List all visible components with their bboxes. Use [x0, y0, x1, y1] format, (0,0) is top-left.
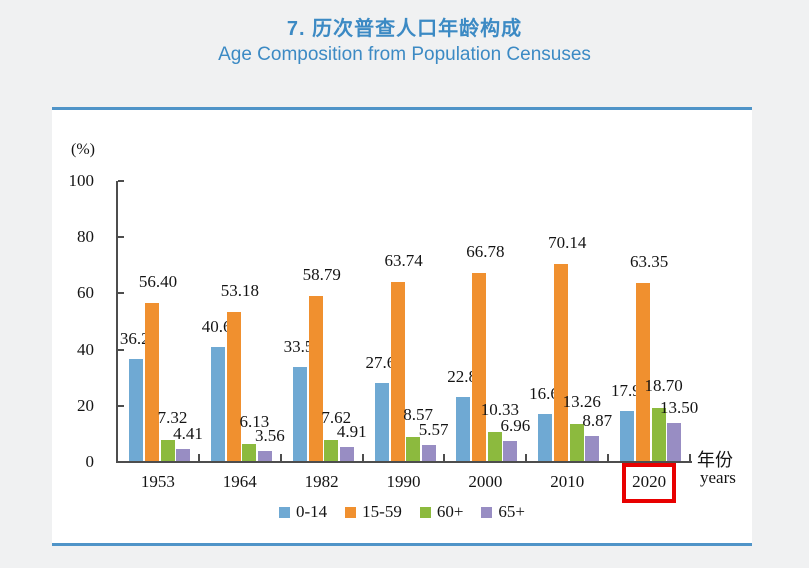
bar-15-59-1953: [145, 302, 159, 461]
bar-0-14-2000: [456, 396, 471, 461]
x-tick-mark: [607, 454, 610, 461]
bar-60+-1982: [324, 439, 339, 461]
x-category-label: 2010: [550, 472, 585, 491]
legend: 0-14 15-59 60+ 65+: [52, 502, 752, 521]
y-tick-label: 0: [85, 452, 95, 471]
x-tick-mark: [688, 454, 691, 461]
chart-card: (%) 0 20 40 60 80 100 36.28 56.40 7.32 4.41 1953 40…: [52, 107, 752, 546]
chart-title-english: Age Composition from Population Censuses: [218, 44, 591, 65]
legend-swatch-icon: [345, 506, 357, 518]
bar-60+-2000: [487, 431, 502, 461]
x-category-label: 1953: [140, 472, 175, 491]
legend-item-15-59: 15-59: [345, 502, 402, 521]
bar-value-label: 8.57: [403, 404, 433, 424]
x-category-label: 1982: [304, 472, 339, 491]
bar-value-label: 5.57: [418, 420, 449, 440]
legend-item-0-14: 0-14: [278, 502, 328, 521]
bar-value-label: 58.79: [302, 264, 341, 284]
bar-value-label: 3.56: [254, 425, 285, 445]
bar-15-59-2000: [472, 273, 487, 461]
bar-0-14-1982: [292, 366, 307, 461]
bar-value-label: 18.70: [644, 376, 683, 396]
bar-60+-1964: [242, 443, 257, 461]
y-tick-mark: [118, 236, 124, 239]
chart-title-chinese: 7. 历次普查人口年龄构成: [286, 18, 523, 40]
bar-value-label: 13.26: [562, 391, 601, 411]
bar-60+-2010: [569, 423, 584, 461]
bar-value-label: 53.18: [220, 280, 259, 300]
x-tick-mark: [279, 454, 282, 461]
y-axis: [116, 181, 118, 463]
bar-0-14-2020: [620, 410, 635, 461]
y-tick-label: 60: [77, 283, 94, 303]
bar-value-label: 70.14: [548, 232, 587, 252]
x-tick-mark: [361, 454, 364, 461]
bar-65+-1982: [339, 447, 354, 461]
x-axis-label-chinese: 年份: [697, 450, 733, 470]
x-category-label: 2000: [468, 472, 503, 491]
bar-15-59-1990: [390, 281, 405, 461]
y-tick-label: 40: [77, 339, 94, 359]
bar-value-label: 6.13: [239, 411, 270, 431]
x-category-label: 1964: [222, 472, 257, 491]
y-tick-label: 20: [77, 395, 94, 415]
x-axis-label-english: years: [700, 468, 736, 487]
bar-value-label: 6.96: [500, 416, 531, 436]
y-tick-mark: [118, 348, 124, 351]
x-tick-mark: [443, 454, 446, 461]
y-tick-mark: [118, 180, 124, 182]
x-tick-mark: [197, 454, 200, 461]
legend-swatch-icon: [278, 506, 290, 518]
bar-65+-2020: [667, 423, 682, 461]
bar-value-label: 13.50: [660, 398, 699, 418]
bar-60+-2020: [651, 408, 666, 461]
bar-60+-1953: [160, 440, 175, 461]
legend-item-60+: 60+: [419, 502, 464, 521]
legend-swatch-icon: [481, 506, 493, 518]
bar-value-label: 7.62: [321, 407, 352, 427]
bar-value-label: 56.40: [138, 271, 178, 291]
bar-0-14-1964: [210, 346, 225, 461]
x-category-label: 2020: [632, 472, 667, 491]
x-tick-mark: [525, 454, 528, 461]
bar-65+-1990: [421, 445, 436, 461]
y-tick-label: 100: [68, 171, 95, 190]
bar-15-59-1982: [308, 295, 323, 461]
bar-value-label: 4.91: [336, 422, 367, 442]
legend-label: 0-14: [295, 502, 328, 521]
bar-15-59-2020: [636, 282, 651, 461]
y-tick-mark: [118, 404, 124, 407]
bar-value-label: 7.32: [157, 408, 188, 428]
bar-value-label: 10.33: [480, 399, 520, 419]
bar-65+-2000: [503, 441, 518, 461]
bar-value-label: 63.35: [630, 251, 669, 271]
y-tick-label: 80: [77, 227, 94, 247]
bar-60+-1990: [406, 436, 421, 461]
bar-value-label: 8.87: [582, 411, 613, 431]
x-category-label: 1990: [386, 472, 421, 491]
legend-label: 60+: [436, 502, 464, 521]
bar-value-label: 63.74: [384, 250, 423, 270]
legend-label: 15-59: [362, 502, 402, 521]
bar-value-label: 66.78: [466, 242, 505, 262]
bar-65+-1964: [257, 450, 272, 461]
legend-label: 65+: [498, 502, 526, 521]
bar-15-59-2010: [554, 263, 569, 461]
bar-0-14-2010: [538, 414, 553, 461]
bar-15-59-1964: [226, 311, 241, 461]
plot-area: 0 20 40 60 80 100 36.28 56.40 7.32 4.41 1953 40.69 5…: [52, 110, 752, 543]
x-axis: [116, 461, 692, 463]
bar-0-14-1953: [129, 359, 143, 461]
bar-0-14-1990: [374, 383, 389, 461]
y-axis-unit-label: (%): [71, 141, 95, 158]
bar-65+-1953: [176, 448, 190, 461]
bar-value-label: 4.41: [173, 423, 203, 443]
highlighted-year-box: [622, 463, 677, 503]
legend-item-65+: 65+: [481, 502, 526, 521]
bar-65+-2010: [585, 436, 600, 461]
legend-swatch-icon: [419, 506, 431, 518]
y-tick-mark: [118, 292, 124, 295]
